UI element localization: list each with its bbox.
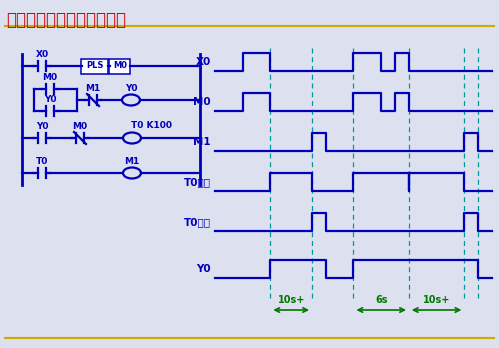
Text: T0: T0 bbox=[36, 157, 48, 166]
Text: M0: M0 bbox=[194, 97, 211, 107]
Text: X0: X0 bbox=[196, 57, 211, 67]
Text: M0: M0 bbox=[72, 122, 87, 131]
Text: 根据控制电路绘元件时序图: 根据控制电路绘元件时序图 bbox=[6, 11, 126, 29]
Text: X0: X0 bbox=[35, 50, 48, 59]
Text: 6s: 6s bbox=[375, 295, 387, 305]
FancyBboxPatch shape bbox=[81, 58, 108, 73]
Text: M0: M0 bbox=[113, 62, 127, 71]
Text: Y0: Y0 bbox=[197, 264, 211, 274]
Text: PLS: PLS bbox=[86, 62, 104, 71]
Text: Y0: Y0 bbox=[125, 84, 137, 93]
Text: M1: M1 bbox=[85, 84, 101, 93]
Text: Y0: Y0 bbox=[44, 95, 56, 104]
Text: 10s+: 10s+ bbox=[277, 295, 305, 305]
Text: T0 K100: T0 K100 bbox=[132, 121, 173, 130]
Text: T0接点: T0接点 bbox=[184, 217, 211, 227]
Text: 10s+: 10s+ bbox=[423, 295, 450, 305]
Text: M1: M1 bbox=[194, 137, 211, 147]
FancyBboxPatch shape bbox=[109, 58, 131, 73]
Text: M0: M0 bbox=[42, 73, 57, 82]
Text: T0线圈: T0线圈 bbox=[184, 177, 211, 187]
Text: M1: M1 bbox=[124, 157, 140, 166]
Text: Y0: Y0 bbox=[36, 122, 48, 131]
